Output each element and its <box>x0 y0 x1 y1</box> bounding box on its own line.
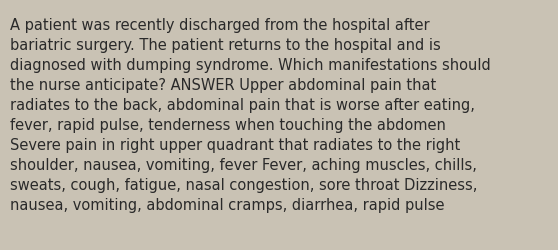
Text: A patient was recently discharged from the hospital after
bariatric surgery. The: A patient was recently discharged from t… <box>10 18 491 212</box>
